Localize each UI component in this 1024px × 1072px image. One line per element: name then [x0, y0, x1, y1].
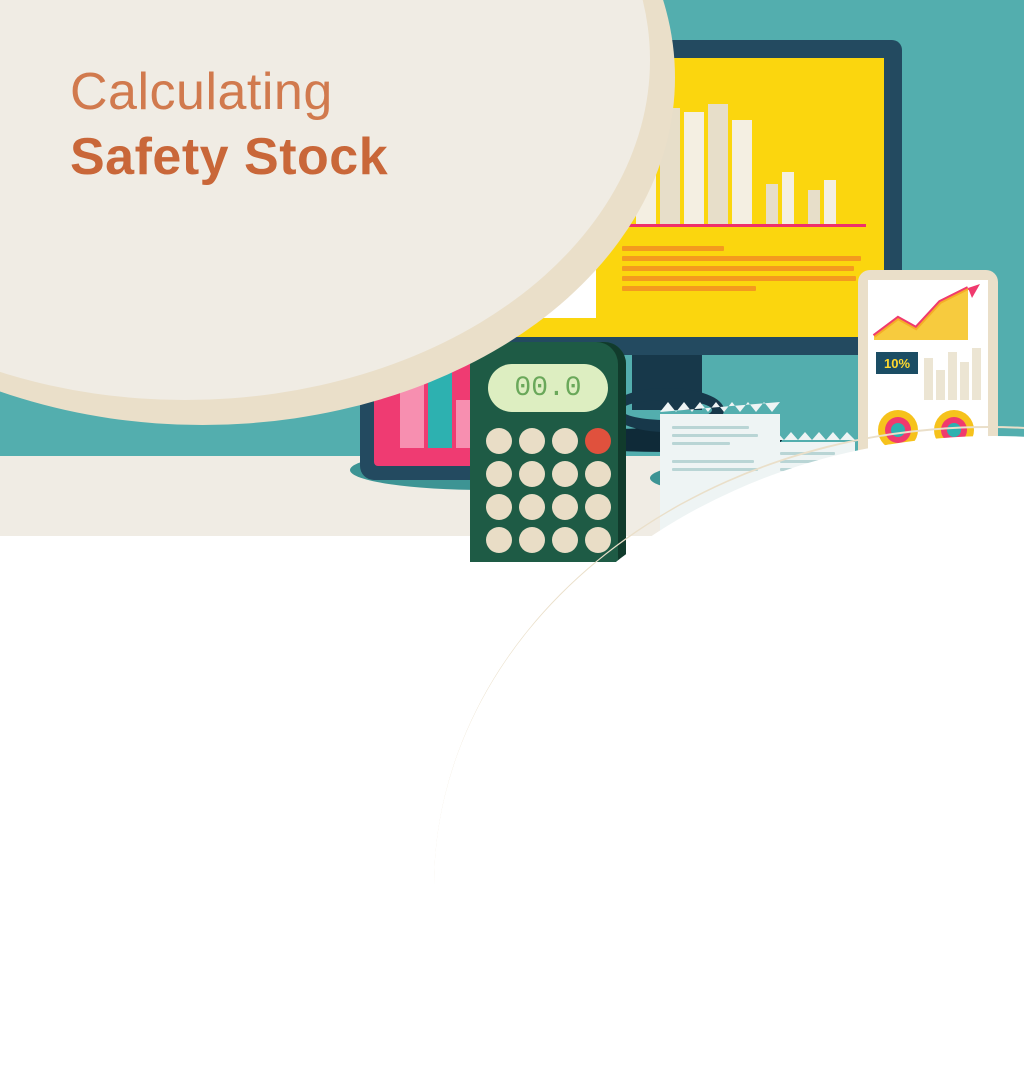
title-line2: Safety Stock: [70, 125, 388, 190]
orange-line: [622, 286, 756, 291]
receipt-line: [672, 426, 749, 429]
calculator-key[interactable]: [585, 494, 611, 520]
calculator-key[interactable]: [552, 428, 578, 454]
chart-bar: [808, 190, 820, 224]
calculator-display: 00.0: [488, 364, 608, 412]
page-title: Calculating Safety Stock: [70, 60, 388, 190]
growth-chart-icon: [868, 284, 988, 344]
receipt-line: [672, 434, 758, 437]
calculator-key[interactable]: [519, 527, 545, 553]
orange-line: [622, 256, 861, 261]
chart-bar: [732, 120, 752, 224]
chart-bar: [824, 180, 836, 224]
calculator-key[interactable]: [552, 527, 578, 553]
chart-bar: [782, 172, 794, 224]
calculator-display-value: 00.0: [514, 373, 581, 404]
calculator-keypad: [486, 428, 611, 553]
tablet-right-bars: [924, 344, 982, 400]
calculator-key[interactable]: [585, 461, 611, 487]
calculator-key[interactable]: [552, 461, 578, 487]
percent-badge: 10%: [876, 352, 918, 374]
orange-line: [622, 246, 724, 251]
receipt-line: [672, 442, 730, 445]
chart-bar: [708, 104, 728, 224]
receipt-line: [672, 460, 754, 463]
orange-line: [622, 266, 854, 271]
calculator-key[interactable]: [585, 428, 611, 454]
chart-x-axis: [622, 224, 866, 227]
calculator-key[interactable]: [519, 494, 545, 520]
chart-bar: [960, 362, 969, 400]
calculator-key[interactable]: [486, 428, 512, 454]
orange-line: [622, 276, 856, 281]
receipt-line: [672, 468, 758, 471]
calculator-key[interactable]: [519, 428, 545, 454]
receipt-serration: [660, 402, 780, 412]
calculator: 00.0: [470, 342, 626, 562]
calculator-key[interactable]: [486, 461, 512, 487]
calculator-key[interactable]: [486, 494, 512, 520]
chart-bar: [766, 184, 778, 224]
calculator-key[interactable]: [519, 461, 545, 487]
calculator-key[interactable]: [585, 527, 611, 553]
chart-bar: [948, 352, 957, 400]
chart-bar: [684, 112, 704, 224]
calculator-key[interactable]: [486, 527, 512, 553]
percent-badge-label: 10%: [884, 356, 910, 371]
chart-bar: [936, 370, 945, 400]
chart-bar: [972, 348, 981, 400]
title-line1: Calculating: [70, 60, 388, 125]
chart-bar: [924, 358, 933, 400]
calculator-key[interactable]: [552, 494, 578, 520]
